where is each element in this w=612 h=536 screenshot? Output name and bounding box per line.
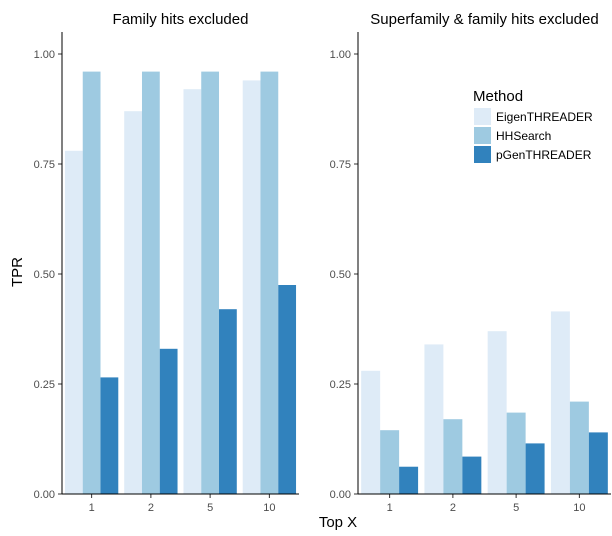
legend-title: Method [473,88,523,105]
bar-pgenthreader-10 [278,285,297,494]
y-tick-label: 0.00 [330,489,351,501]
panel-1: Family hits excluded 0.00 0.25 0.50 0.75 1.00… [34,11,299,514]
bar-pgenthreader-5 [219,309,237,494]
bar-hhsearch-10 [569,401,589,494]
y-axis-title: TPR [9,257,26,287]
bar-hhsearch-1 [380,430,400,494]
bar-pgenthreader-1 [399,466,419,494]
bar-hhsearch-10 [260,71,279,494]
y-tick-label: 0.50 [34,269,55,281]
x-tick-label: 2 [148,502,154,514]
legend-label: EigenTHREADER [496,110,593,124]
bar-eigenthreader-2 [124,111,142,494]
panel-title: Superfamily & family hits excluded [370,11,598,28]
legend-swatch-hhsearch [474,127,491,144]
legend-label: pGenTHREADER [496,148,592,162]
x-tick-label: 5 [207,502,213,514]
panel-2: Superfamily & family hits excluded 0.00 0.… [330,11,611,514]
x-tick-label: 1 [89,502,95,514]
bar-hhsearch-2 [141,71,160,494]
bar-hhsearch-2 [443,419,463,494]
bar-eigenthreader-2 [424,344,444,494]
y-tick-label: 1.00 [330,49,351,61]
bar-pgenthreader-2 [159,348,178,494]
legend-swatch-pgenthreader [474,146,491,163]
x-tick-label: 2 [450,502,456,514]
legend-label: HHSearch [496,129,551,143]
y-tick-label: 0.75 [330,159,351,171]
bar-pgenthreader-1 [100,377,119,494]
bar-pgenthreader-2 [462,456,482,494]
y-tick-label: 0.75 [34,159,55,171]
y-tick-label: 1.00 [34,49,55,61]
x-tick-label: 5 [513,502,519,514]
bar-hhsearch-5 [201,71,220,494]
bar-eigenthreader-5 [487,331,507,494]
x-axis-title: Top X [319,514,357,531]
x-tick-label: 1 [387,502,393,514]
panels: Family hits excluded 0.00 0.25 0.50 0.75 1.00… [34,11,611,514]
y-tick-label: 0.00 [34,489,55,501]
bar-pgenthreader-10 [588,432,608,494]
bar-hhsearch-1 [82,71,101,494]
legend-swatch-eigenthreader [474,108,491,125]
bar-eigenthreader-1 [361,370,381,494]
x-tick-label: 10 [263,502,275,514]
bar-eigenthreader-1 [64,150,83,495]
x-tick-label: 10 [573,502,585,514]
bar-hhsearch-5 [506,412,526,494]
bar-eigenthreader-10 [550,311,570,494]
y-tick-label: 0.25 [34,379,55,391]
bar-eigenthreader-5 [183,89,202,494]
y-tick-label: 0.50 [330,269,351,281]
panel-title: Family hits excluded [113,11,249,28]
bar-eigenthreader-10 [242,80,261,495]
legend: Method EigenTHREADER HHSearch pGenTHREADER [473,88,593,163]
bar-pgenthreader-5 [525,443,545,494]
y-tick-label: 0.25 [330,379,351,391]
